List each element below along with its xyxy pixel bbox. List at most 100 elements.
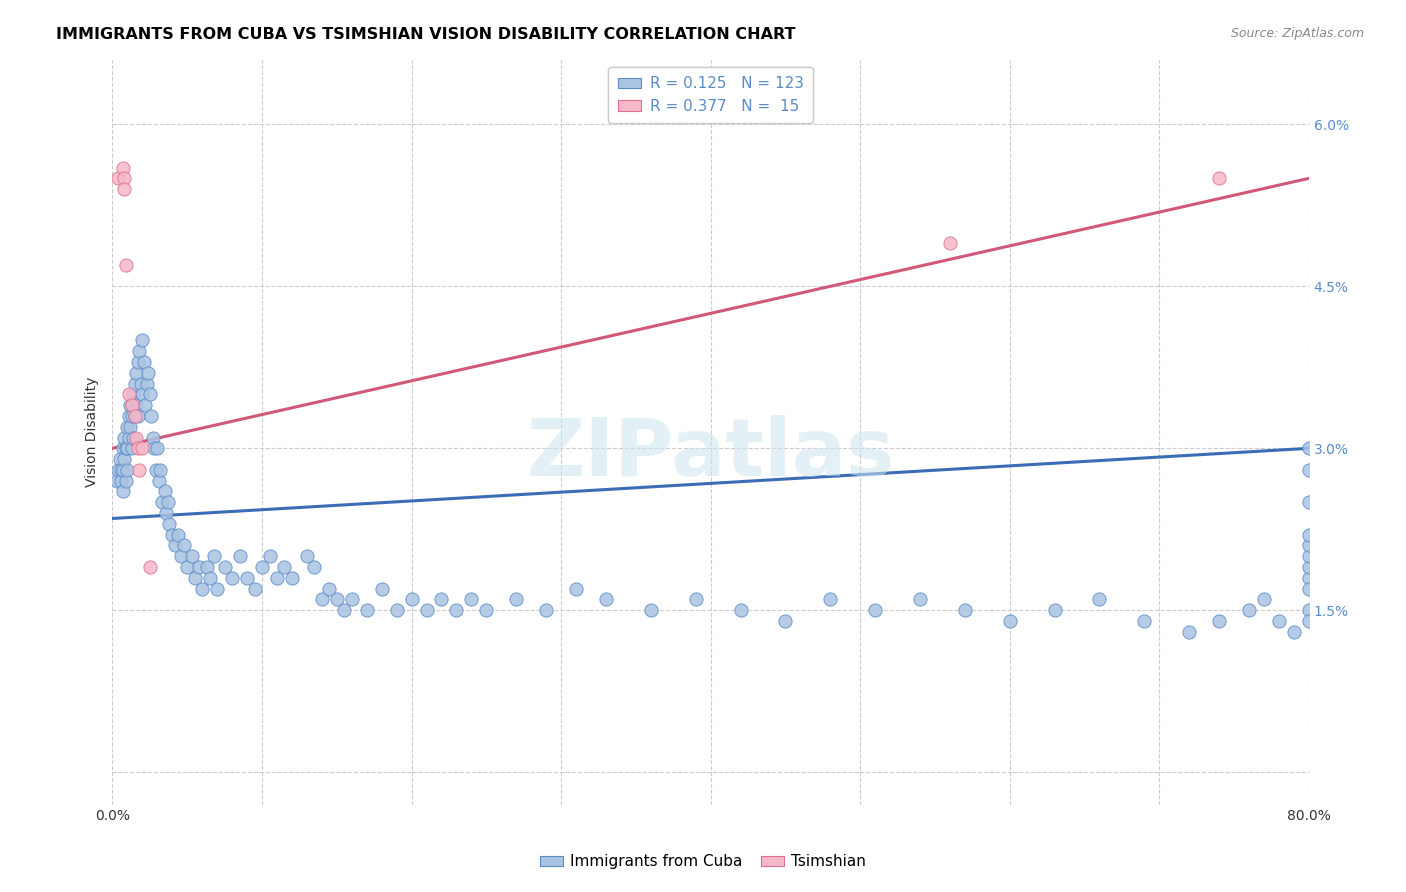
Point xyxy=(127,355,149,369)
Point xyxy=(115,474,138,488)
Point xyxy=(401,592,423,607)
Point xyxy=(250,560,273,574)
Point xyxy=(304,560,326,574)
Point xyxy=(121,409,143,423)
Point xyxy=(1282,624,1305,639)
Point xyxy=(120,419,142,434)
Point xyxy=(114,452,136,467)
Point xyxy=(1208,171,1230,186)
Point xyxy=(595,592,617,607)
Point xyxy=(820,592,842,607)
Point xyxy=(460,592,482,607)
Point xyxy=(135,376,157,391)
Point xyxy=(117,419,139,434)
Point xyxy=(145,463,167,477)
Point xyxy=(953,603,976,617)
Point xyxy=(214,560,236,574)
Point xyxy=(1298,527,1320,541)
Point xyxy=(236,571,259,585)
Point xyxy=(114,171,136,186)
Point xyxy=(863,603,886,617)
Point xyxy=(129,376,152,391)
Point xyxy=(173,539,195,553)
Point xyxy=(475,603,498,617)
Point xyxy=(142,430,165,444)
Legend: Immigrants from Cuba, Tsimshian: Immigrants from Cuba, Tsimshian xyxy=(533,848,873,875)
Point xyxy=(1298,603,1320,617)
Point xyxy=(148,474,170,488)
Point xyxy=(1133,614,1156,628)
Point xyxy=(370,582,392,596)
Point xyxy=(125,366,148,380)
Point xyxy=(124,409,146,423)
Point xyxy=(326,592,349,607)
Point xyxy=(640,603,662,617)
Point xyxy=(1298,539,1320,553)
Point xyxy=(108,452,131,467)
Point xyxy=(685,592,707,607)
Point xyxy=(165,539,187,553)
Point xyxy=(128,463,150,477)
Point xyxy=(1298,442,1320,456)
Point xyxy=(430,592,453,607)
Point xyxy=(122,430,145,444)
Point xyxy=(1298,495,1320,509)
Point xyxy=(117,442,139,456)
Point xyxy=(318,582,340,596)
Point xyxy=(111,442,134,456)
Point xyxy=(385,603,408,617)
Point xyxy=(141,409,163,423)
Point xyxy=(120,398,142,412)
Point xyxy=(110,474,132,488)
Point xyxy=(295,549,318,564)
Text: IMMIGRANTS FROM CUBA VS TSIMSHIAN VISION DISABILITY CORRELATION CHART: IMMIGRANTS FROM CUBA VS TSIMSHIAN VISION… xyxy=(56,27,796,42)
Point xyxy=(340,592,363,607)
Point xyxy=(908,592,931,607)
Point xyxy=(146,442,169,456)
Point xyxy=(356,603,378,617)
Point xyxy=(111,463,134,477)
Point xyxy=(114,182,136,196)
Point xyxy=(125,398,148,412)
Point xyxy=(139,560,162,574)
Point xyxy=(188,560,211,574)
Point xyxy=(180,549,202,564)
Point xyxy=(939,236,962,251)
Point xyxy=(243,582,266,596)
Point xyxy=(114,430,136,444)
Point xyxy=(111,484,134,499)
Y-axis label: Vision Disability: Vision Disability xyxy=(86,377,100,487)
Point xyxy=(131,442,153,456)
Point xyxy=(127,409,149,423)
Point xyxy=(153,484,176,499)
Point xyxy=(266,571,288,585)
Point xyxy=(281,571,304,585)
Point xyxy=(505,592,527,607)
Point xyxy=(1298,582,1320,596)
Point xyxy=(167,527,190,541)
Point xyxy=(198,571,221,585)
Point xyxy=(115,442,138,456)
Text: ZIPatlas: ZIPatlas xyxy=(526,416,894,493)
Point xyxy=(176,560,198,574)
Point xyxy=(118,409,141,423)
Point xyxy=(131,334,153,348)
Point xyxy=(775,614,797,628)
Point xyxy=(155,506,177,520)
Point xyxy=(534,603,557,617)
Point xyxy=(115,258,138,272)
Point xyxy=(118,430,141,444)
Point xyxy=(124,376,146,391)
Point xyxy=(105,474,128,488)
Point xyxy=(1088,592,1111,607)
Point xyxy=(1298,571,1320,585)
Point xyxy=(121,442,143,456)
Point xyxy=(998,614,1021,628)
Point xyxy=(1043,603,1066,617)
Point xyxy=(132,355,155,369)
Point xyxy=(170,549,193,564)
Point xyxy=(139,387,162,401)
Point xyxy=(107,171,129,186)
Point xyxy=(333,603,356,617)
Point xyxy=(1298,549,1320,564)
